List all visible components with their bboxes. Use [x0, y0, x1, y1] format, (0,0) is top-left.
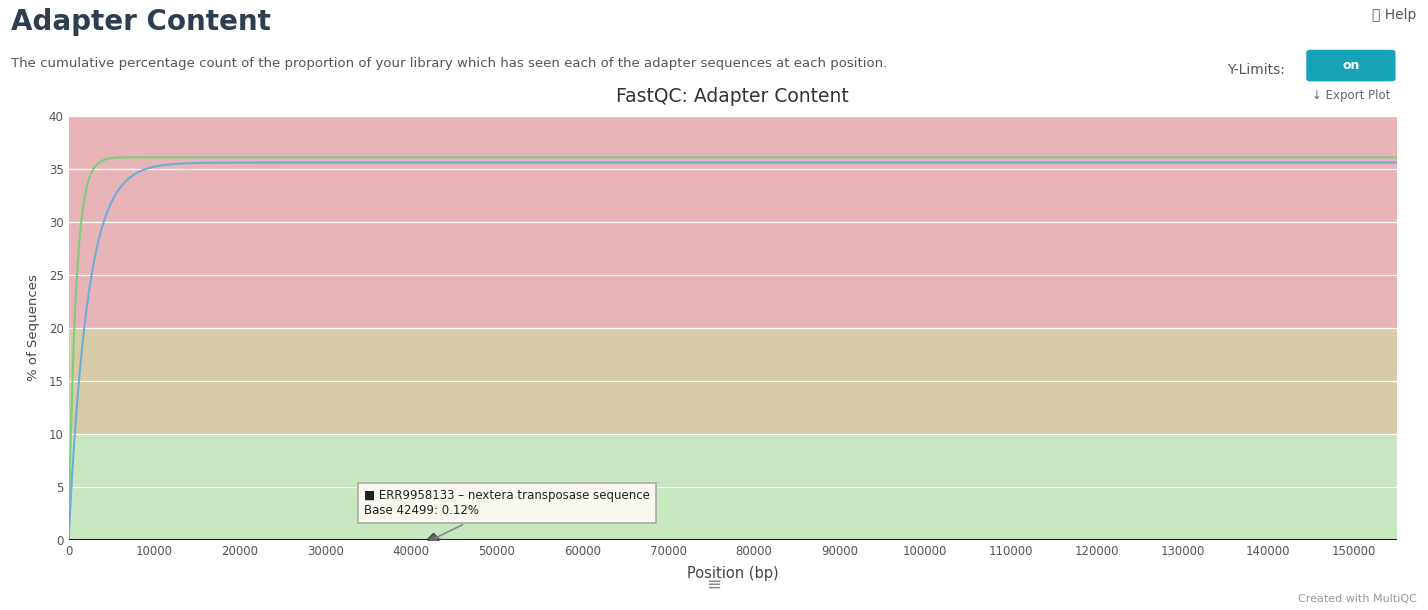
Text: on: on [1342, 59, 1359, 72]
Bar [69, 434, 1397, 540]
Text: Created with MultiQC: Created with MultiQC [1298, 594, 1417, 603]
Bar [69, 116, 1397, 328]
Title: FastQC: Adapter Content: FastQC: Adapter Content [617, 87, 848, 106]
Text: ❓ Help: ❓ Help [1372, 8, 1417, 22]
X-axis label: Position (bp): Position (bp) [687, 566, 778, 581]
Bar [69, 328, 1397, 434]
Text: Y-Limits:: Y-Limits: [1227, 63, 1285, 77]
Text: Adapter Content: Adapter Content [11, 8, 271, 36]
FancyBboxPatch shape [1307, 51, 1395, 81]
Text: ■ ERR9958133 – nextera transposase sequence
Base 42499: 0.12%: ■ ERR9958133 – nextera transposase seque… [364, 489, 650, 538]
Text: ↓ Export Plot: ↓ Export Plot [1312, 90, 1391, 102]
Y-axis label: % of Sequences: % of Sequences [27, 274, 40, 381]
Text: The cumulative percentage count of the proportion of your library which has seen: The cumulative percentage count of the p… [11, 57, 888, 70]
Text: ≡: ≡ [707, 576, 721, 594]
